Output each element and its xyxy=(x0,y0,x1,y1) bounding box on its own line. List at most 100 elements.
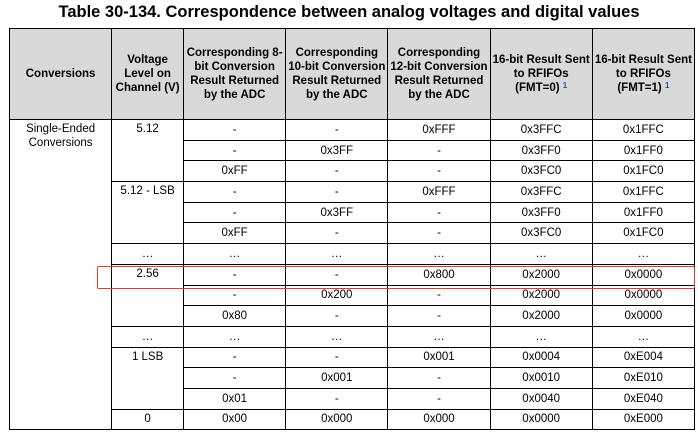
cell-12bit: - xyxy=(387,367,491,389)
cell-fmt0: 0x0010 xyxy=(489,367,593,389)
cell-12bit: 0x000 xyxy=(387,408,491,431)
cell-12bit: - xyxy=(387,284,491,307)
cell-fmt1: 0x0000 xyxy=(591,284,696,307)
header-voltage: Voltage Level on Channel (V) xyxy=(111,28,185,120)
voltage-cell: 0 xyxy=(111,408,185,431)
cell-8bit: - xyxy=(183,201,287,224)
cell-fmt1: 0xE040 xyxy=(591,387,696,410)
cell-fmt0: 0x3FF0 xyxy=(489,201,593,224)
header-10bit: Corresponding 10-bit Conversion Result R… xyxy=(285,28,389,120)
cell-fmt1: 0x1FFC xyxy=(591,119,696,141)
voltage-cell: … xyxy=(111,243,185,265)
cell-fmt0: 0x0040 xyxy=(489,387,593,410)
cell-12bit: - xyxy=(387,201,491,224)
cell-12bit: … xyxy=(387,325,491,348)
cell-fmt0: 0x2000 xyxy=(489,305,593,327)
cell-12bit: - xyxy=(387,222,491,245)
cell-12bit: 0x800 xyxy=(387,263,491,286)
header-conversions: Conversions xyxy=(8,28,113,120)
cell-10bit: 0x000 xyxy=(285,408,389,431)
footnote-link[interactable]: 1 xyxy=(562,81,568,90)
cell-8bit: - xyxy=(183,119,287,141)
cell-8bit: - xyxy=(183,263,287,286)
cell-fmt1: 0xE000 xyxy=(591,408,696,431)
table-row: - 0x3FF - 0x3FF0 0x1FF0 xyxy=(10,201,696,224)
cell-8bit: … xyxy=(183,243,287,265)
cell-fmt1: 0x0000 xyxy=(591,305,696,327)
cell-12bit: 0xFFF xyxy=(387,119,491,141)
cell-10bit: … xyxy=(285,325,389,348)
cell-10bit: 0x3FF xyxy=(285,139,389,162)
cell-fmt1: … xyxy=(591,325,696,348)
cell-fmt0: 0x2000 xyxy=(489,284,593,307)
cell-fmt0: 0x0000 xyxy=(489,408,593,431)
voltage-cell: 1 LSB xyxy=(111,346,185,410)
cell-12bit: 0xFFF xyxy=(387,181,491,203)
cell-fmt1: 0x1FFC xyxy=(591,181,696,203)
table-row: - 0x3FF - 0x3FF0 0x1FF0 xyxy=(10,139,696,162)
cell-fmt0: 0x2000 xyxy=(489,263,593,286)
table-row: 0xFF - - 0x3FC0 0x1FC0 xyxy=(10,160,696,183)
cell-fmt1: 0x1FF0 xyxy=(591,201,696,224)
cell-fmt0: 0x3FFC xyxy=(489,119,593,141)
cell-8bit: 0xFF xyxy=(183,160,287,183)
table-row: Single-Ended Conversions 5.12 - - 0xFFF … xyxy=(8,118,696,431)
cell-8bit: 0x01 xyxy=(183,387,287,410)
cell-fmt0: … xyxy=(489,325,593,348)
cell-10bit: - xyxy=(285,119,389,141)
voltage-cell: … xyxy=(111,325,185,348)
voltage-cell: 5.12 - LSB xyxy=(111,181,185,245)
cell-12bit: - xyxy=(387,139,491,162)
cell-12bit: … xyxy=(387,243,491,265)
cell-10bit: 0x200 xyxy=(285,284,389,307)
cell-10bit: - xyxy=(285,181,389,203)
table-row: 0 0x00 0x000 0x000 0x0000 0xE000 xyxy=(10,408,696,431)
header-row: Conversions Voltage Level on Channel (V)… xyxy=(8,28,696,120)
cell-fmt1: 0x0000 xyxy=(591,263,696,286)
cell-fmt1: … xyxy=(591,243,696,265)
cell-10bit: - xyxy=(285,160,389,183)
cell-fmt1: 0xE004 xyxy=(591,346,696,369)
cell-10bit: 0x3FF xyxy=(285,201,389,224)
cell-8bit: - xyxy=(183,367,287,389)
cell-10bit: - xyxy=(285,346,389,369)
cell-fmt1: 0x1FC0 xyxy=(591,222,696,245)
cell-8bit: 0x00 xyxy=(183,408,287,431)
cell-10bit: - xyxy=(285,263,389,286)
cell-10bit: - xyxy=(285,305,389,327)
cell-8bit: 0x80 xyxy=(183,305,287,327)
cell-fmt0: 0x0004 xyxy=(489,346,593,369)
cell-fmt1: 0x1FC0 xyxy=(591,160,696,183)
voltage-cell: 2.56 xyxy=(111,263,185,327)
cell-10bit: 0x001 xyxy=(285,367,389,389)
cell-8bit: 0xFF xyxy=(183,222,287,245)
cell-10bit: - xyxy=(285,387,389,410)
table-row: 0x80 - - 0x2000 0x0000 xyxy=(10,305,696,327)
table-row: … … … … … … xyxy=(10,243,696,265)
footnote-link[interactable]: 1 xyxy=(664,81,670,90)
table-row: 5.12 - LSB - - 0xFFF 0x3FFC 0x1FFC xyxy=(10,181,696,245)
table-row-highlighted: 2.56 - - 0x800 0x2000 0x0000 xyxy=(10,263,696,327)
table-row: … … … … … … xyxy=(10,325,696,348)
cell-12bit: - xyxy=(387,305,491,327)
cell-10bit: - xyxy=(285,222,389,245)
header-fmt1: 16-bit Result Sent to RFIFOs (FMT=1) 1 xyxy=(591,28,696,120)
conversion-type-cell: Single-Ended Conversions xyxy=(8,118,113,431)
cell-12bit: - xyxy=(387,160,491,183)
cell-fmt0: 0x3FC0 xyxy=(489,222,593,245)
header-fmt0-label: 16-bit Result Sent to RFIFOs (FMT=0) xyxy=(492,54,590,94)
cell-8bit: … xyxy=(183,325,287,348)
cell-8bit: - xyxy=(183,284,287,307)
cell-10bit: … xyxy=(285,243,389,265)
table-title: Table 30-134. Correspondence between ana… xyxy=(58,3,640,21)
table-row: 1 LSB - - 0x001 0x0004 0xE004 xyxy=(10,346,696,410)
header-12bit: Corresponding 12-bit Conversion Result R… xyxy=(387,28,491,120)
cell-fmt0: … xyxy=(489,243,593,265)
cell-8bit: - xyxy=(183,181,287,203)
cell-8bit: - xyxy=(183,346,287,369)
cell-fmt0: 0x3FF0 xyxy=(489,139,593,162)
cell-fmt0: 0x3FFC xyxy=(489,181,593,203)
cell-fmt1: 0xE010 xyxy=(591,367,696,389)
cell-12bit: 0x001 xyxy=(387,346,491,369)
voltage-cell: 5.12 xyxy=(111,118,185,183)
